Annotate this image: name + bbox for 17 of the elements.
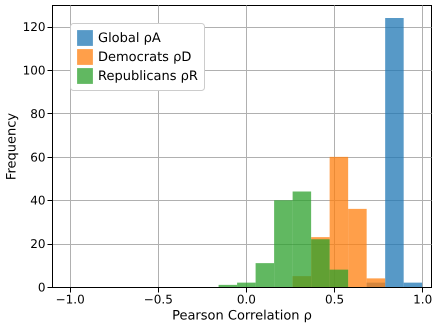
x-tick-label: 0.0 [236, 292, 256, 306]
legend-label: Global ρA [98, 31, 161, 46]
y-tick-label: 0 [38, 280, 46, 294]
y-axis-title: Frequency [4, 112, 20, 180]
x-axis-title: Pearson Correlation ρ [172, 308, 312, 324]
y-tick-label: 40 [30, 194, 46, 208]
y-tick-label: 20 [30, 237, 46, 252]
legend-label: Republicans ρR [98, 69, 198, 84]
x-tick-label: −1.0 [56, 292, 85, 306]
y-tick-label: 120 [22, 20, 46, 34]
x-tick-label: 1.0 [413, 292, 432, 306]
x-tick-label: 0.5 [325, 292, 344, 306]
y-tick-label: 60 [30, 150, 46, 164]
y-tick-label: 80 [30, 106, 46, 121]
legend-label: Democrats ρD [98, 50, 192, 65]
y-tick-label: 100 [22, 64, 46, 78]
x-tick-label: −0.5 [144, 292, 173, 306]
